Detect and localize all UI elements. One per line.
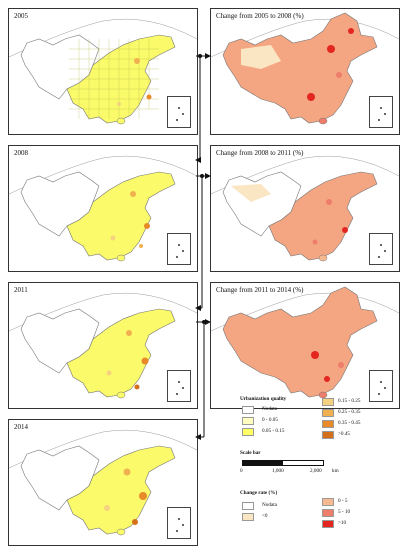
south-china-sea-inset bbox=[167, 233, 191, 265]
swatch-label: >10 bbox=[338, 520, 347, 526]
panel-title: Change from 2005 to 2008 (%) bbox=[216, 12, 304, 20]
panel-title: Change from 2008 to 2011 (%) bbox=[216, 149, 304, 157]
swatch-lt-0 bbox=[242, 513, 254, 521]
map-panel-2011: 2011 bbox=[8, 282, 198, 409]
map-panel-2014: 2014 bbox=[8, 419, 198, 546]
legend: Urbanization quality Nodata 0 - 0.05 0.0… bbox=[232, 392, 402, 548]
south-china-sea-inset bbox=[369, 370, 393, 402]
swatch-0-5 bbox=[322, 498, 334, 506]
south-china-sea-inset bbox=[167, 507, 191, 539]
panel-title: 2014 bbox=[14, 423, 28, 431]
south-china-sea-inset bbox=[167, 96, 191, 128]
panel-title: 2005 bbox=[14, 12, 28, 20]
swatch-label: 0.35 - 0.45 bbox=[338, 420, 361, 426]
scale-tick: 2,000 bbox=[310, 468, 322, 474]
swatch-5-10 bbox=[322, 509, 334, 517]
swatch-0.15-0.25 bbox=[322, 398, 334, 406]
swatch-label: 0.15 - 0.25 bbox=[338, 398, 361, 404]
change-legend-title: Change rate (%) bbox=[240, 490, 278, 496]
china-map-2005 bbox=[9, 18, 197, 125]
swatch-gt-0.45 bbox=[322, 431, 334, 439]
swatch-label: 0 - 5 bbox=[338, 498, 348, 504]
change-panel-2008-2011: Change from 2008 to 2011 (%) bbox=[210, 145, 400, 272]
swatch-nodata bbox=[242, 406, 254, 414]
swatch-label: 5 - 10 bbox=[338, 509, 351, 515]
swatch-label: 0.25 - 0.35 bbox=[338, 409, 361, 415]
china-change-map-2011-2014 bbox=[211, 286, 399, 399]
panel-title: 2008 bbox=[14, 149, 28, 157]
swatch-gt-10 bbox=[322, 520, 334, 528]
quality-legend-title: Urbanization quality bbox=[240, 396, 287, 402]
swatch-label: >0.45 bbox=[338, 431, 351, 437]
swatch-label: <0 bbox=[262, 513, 268, 519]
south-china-sea-inset bbox=[167, 370, 191, 402]
swatch-label: 0 - 0.05 bbox=[262, 417, 278, 423]
scale-bar bbox=[242, 460, 324, 466]
south-china-sea-inset bbox=[369, 96, 393, 128]
china-map-2014 bbox=[9, 429, 197, 536]
south-china-sea-inset bbox=[369, 233, 393, 265]
china-map-2011 bbox=[9, 292, 197, 399]
scale-tick: 1,000 bbox=[272, 468, 284, 474]
swatch-nodata bbox=[242, 502, 254, 510]
swatch-0.25-0.35 bbox=[322, 409, 334, 417]
change-panel-2011-2014: Change from 2011 to 2014 (%) bbox=[210, 282, 400, 409]
scale-tick: km bbox=[332, 468, 339, 474]
swatch-label: 0.05 - 0.15 bbox=[262, 428, 285, 434]
china-map-2008 bbox=[9, 155, 197, 262]
panel-title: Change from 2011 to 2014 (%) bbox=[216, 286, 304, 294]
scale-bar-title: Scale bar bbox=[240, 450, 261, 456]
china-change-map-2005-2008 bbox=[211, 12, 399, 125]
swatch-0.35-0.45 bbox=[322, 420, 334, 428]
swatch-label: Nodata bbox=[262, 406, 277, 412]
map-panel-2008: 2008 bbox=[8, 145, 198, 272]
swatch-0-0.05 bbox=[242, 417, 254, 425]
swatch-label: Nodata bbox=[262, 502, 277, 508]
map-panel-2005: 2005 bbox=[8, 8, 198, 135]
scale-tick: 0 bbox=[240, 468, 243, 474]
china-change-map-2008-2011 bbox=[211, 155, 399, 262]
change-panel-2005-2008: Change from 2005 to 2008 (%) bbox=[210, 8, 400, 135]
panel-title: 2011 bbox=[14, 286, 28, 294]
swatch-0.05-0.15 bbox=[242, 428, 254, 436]
